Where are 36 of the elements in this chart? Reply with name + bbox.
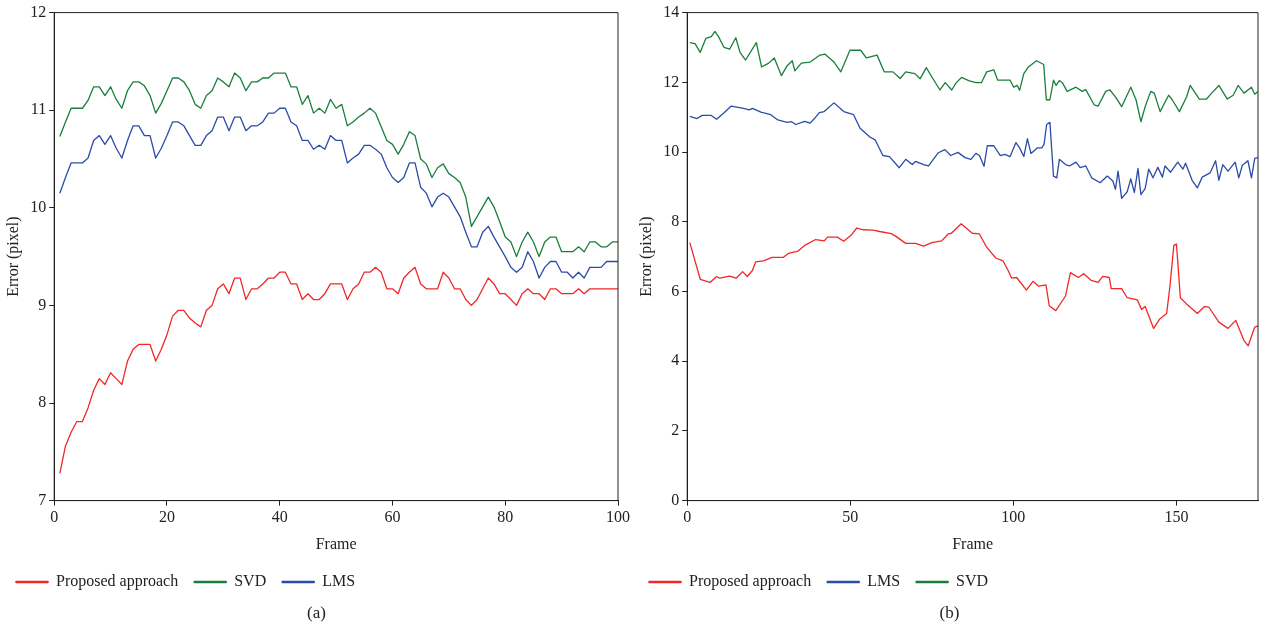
text: (a) xyxy=(306,602,327,624)
legend-label: LMS xyxy=(322,572,356,590)
y-tick-label: 10 xyxy=(30,198,47,215)
x-tick-label: 150 xyxy=(1164,508,1189,526)
y-axis-title: Error (pixel) xyxy=(636,216,655,297)
y-tick-label: 8 xyxy=(38,393,47,411)
x-tick-label: 100 xyxy=(606,508,630,526)
x-tick-label: 60 xyxy=(384,508,401,526)
text: (b) xyxy=(938,602,961,624)
y-tick-label: 9 xyxy=(38,295,47,313)
legend-label: SVD xyxy=(234,572,267,590)
x-axis-title: Frame xyxy=(952,534,994,552)
x-tick-label: 0 xyxy=(50,508,59,526)
x-tick-label: 20 xyxy=(158,508,175,526)
y-tick-label: 0 xyxy=(671,490,680,508)
y-tick-label: 8 xyxy=(671,211,680,229)
y-tick-label: 4 xyxy=(671,351,680,369)
x-tick-label: 50 xyxy=(842,508,859,526)
x-tick-label: 40 xyxy=(271,508,288,526)
y-tick-label: 14 xyxy=(663,2,680,20)
y-tick-label: 10 xyxy=(663,142,680,160)
x-axis-title: Frame xyxy=(315,534,357,552)
y-tick-label: 12 xyxy=(663,72,680,90)
y-tick-label: 7 xyxy=(38,490,47,508)
y-tick-label: 6 xyxy=(671,281,680,299)
legend-label: LMS xyxy=(867,572,901,590)
x-tick-label: 100 xyxy=(1001,508,1026,526)
legend-label: Proposed approach xyxy=(56,572,179,591)
y-tick-label: 12 xyxy=(30,2,47,20)
x-tick-label: 0 xyxy=(683,508,692,526)
legend-label: Proposed approach xyxy=(689,572,812,591)
y-tick-label: 11 xyxy=(30,100,47,118)
x-tick-label: 80 xyxy=(497,508,514,526)
y-axis-title: Error (pixel) xyxy=(3,216,22,297)
legend-label: SVD xyxy=(956,572,989,590)
y-tick-label: 2 xyxy=(671,421,680,439)
